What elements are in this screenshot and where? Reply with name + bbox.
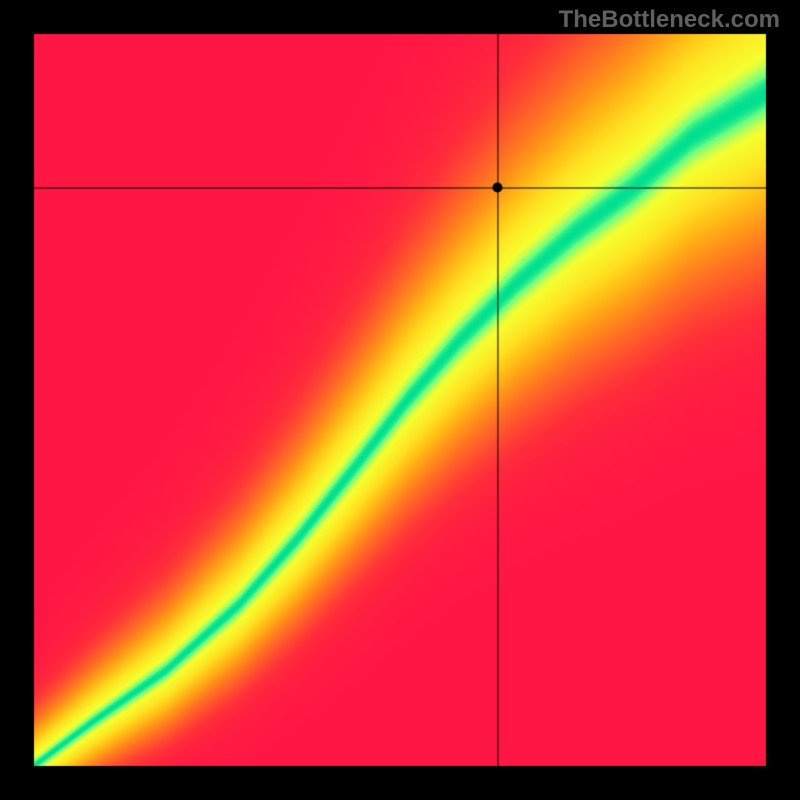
chart-wrapper: TheBottleneck.com bbox=[0, 0, 800, 800]
heatmap-canvas bbox=[0, 0, 800, 800]
watermark-text: TheBottleneck.com bbox=[559, 6, 780, 34]
